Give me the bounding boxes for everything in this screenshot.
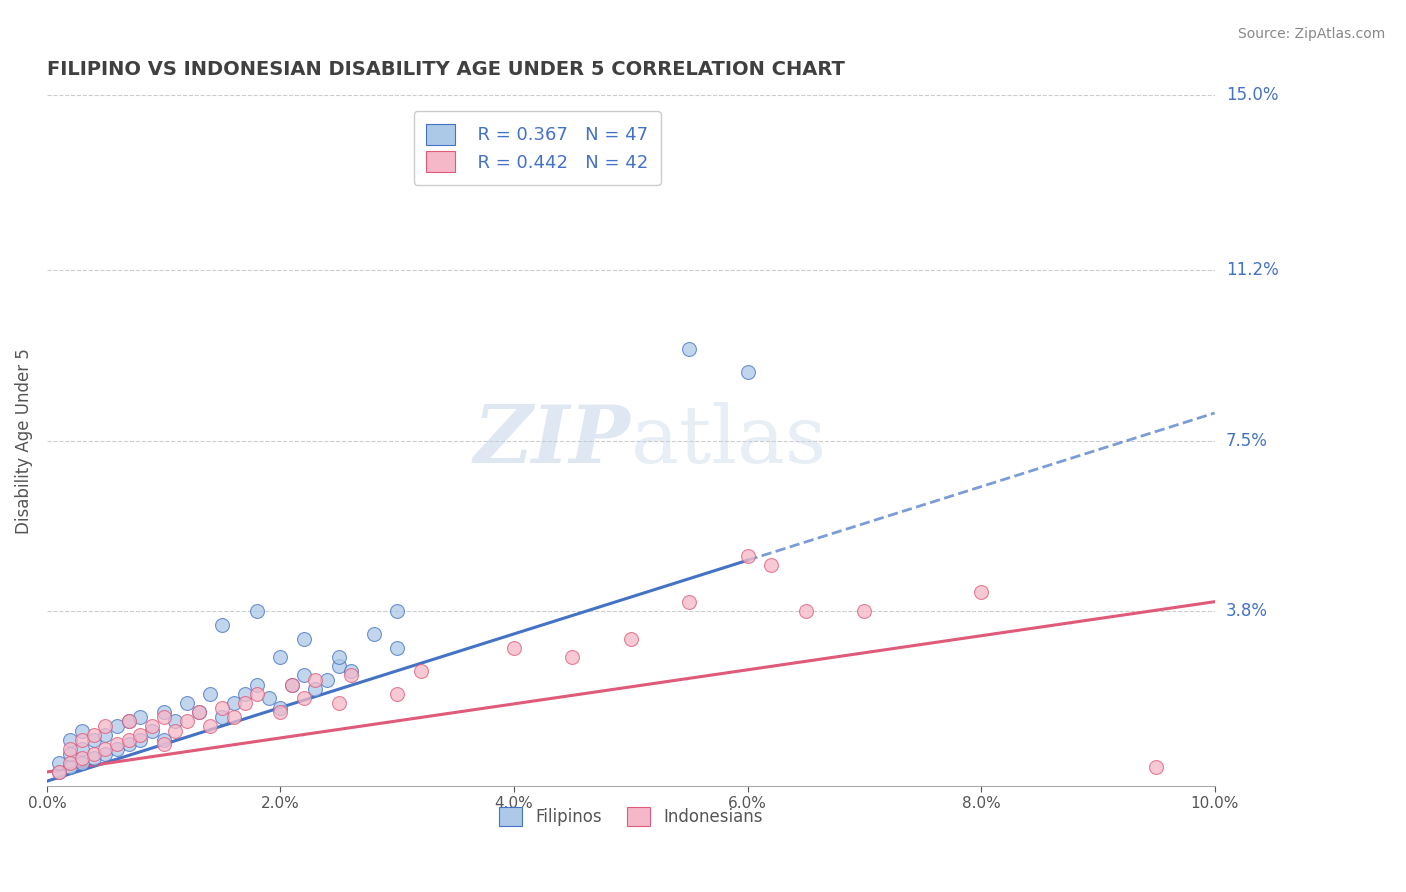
Point (200, 719, 222, 733)
Point (970, 585, 993, 599)
Point (152, 710, 174, 724)
Point (1144, 760, 1167, 774)
Point (94, 742, 117, 756)
Point (187, 705, 209, 719)
Point (48, 764, 70, 779)
Text: Source: ZipAtlas.com: Source: ZipAtlas.com (1237, 27, 1385, 41)
Point (246, 687, 269, 701)
Point (152, 705, 174, 719)
Point (853, 604, 876, 618)
Point (759, 558, 782, 572)
Point (94, 719, 117, 733)
Point (165, 714, 187, 729)
Point (59, 747, 82, 761)
Text: 7.5%: 7.5% (1226, 432, 1268, 450)
Point (794, 604, 817, 618)
Point (70, 742, 93, 756)
Point (304, 682, 326, 697)
Point (328, 649, 350, 664)
Legend: Filipinos, Indonesians: Filipinos, Indonesians (492, 800, 769, 832)
Point (328, 696, 350, 710)
Point (200, 687, 222, 701)
Point (141, 719, 163, 733)
Point (152, 737, 174, 751)
Point (316, 673, 339, 687)
Point (269, 700, 291, 714)
Point (48, 764, 70, 779)
Point (257, 691, 280, 706)
Point (678, 342, 700, 356)
Point (281, 677, 304, 691)
Point (105, 742, 128, 756)
Point (292, 668, 315, 682)
Point (165, 723, 187, 738)
Point (117, 737, 139, 751)
Point (117, 714, 139, 729)
Point (105, 737, 128, 751)
Point (176, 714, 198, 729)
Point (339, 668, 361, 682)
Point (211, 617, 233, 632)
Point (59, 760, 82, 774)
Point (292, 632, 315, 646)
Y-axis label: Disability Age Under 5: Disability Age Under 5 (15, 348, 32, 533)
Point (59, 742, 82, 756)
Point (83, 732, 105, 747)
Point (141, 723, 163, 738)
Text: 3.8%: 3.8% (1226, 602, 1268, 620)
Point (737, 365, 759, 379)
Text: 11.2%: 11.2% (1226, 261, 1278, 279)
Point (328, 659, 350, 673)
Point (187, 705, 209, 719)
Point (129, 710, 152, 724)
Point (269, 649, 291, 664)
Point (59, 756, 82, 770)
Point (211, 710, 233, 724)
Point (235, 687, 257, 701)
Text: 15.0%: 15.0% (1226, 87, 1278, 104)
Point (117, 732, 139, 747)
Point (387, 640, 409, 655)
Point (94, 747, 117, 761)
Point (70, 756, 93, 770)
Point (235, 696, 257, 710)
Text: ZIP: ZIP (474, 402, 631, 479)
Point (70, 723, 93, 738)
Text: FILIPINO VS INDONESIAN DISABILITY AGE UNDER 5 CORRELATION CHART: FILIPINO VS INDONESIAN DISABILITY AGE UN… (46, 60, 845, 78)
Point (737, 549, 759, 563)
Point (292, 691, 315, 706)
Point (246, 677, 269, 691)
Point (409, 664, 432, 678)
Point (620, 632, 643, 646)
Point (561, 649, 583, 664)
Point (117, 714, 139, 729)
Point (129, 732, 152, 747)
Point (83, 747, 105, 761)
Point (363, 627, 385, 641)
Point (246, 604, 269, 618)
Point (105, 719, 128, 733)
Point (211, 700, 233, 714)
Point (48, 756, 70, 770)
Point (176, 696, 198, 710)
Point (503, 640, 526, 655)
Point (304, 673, 326, 687)
Point (222, 710, 245, 724)
Point (129, 728, 152, 742)
Point (222, 696, 245, 710)
Point (339, 664, 361, 678)
Point (281, 677, 304, 691)
Point (59, 732, 82, 747)
Point (83, 728, 105, 742)
Point (83, 751, 105, 765)
Point (269, 705, 291, 719)
Point (70, 751, 93, 765)
Point (94, 728, 117, 742)
Point (387, 687, 409, 701)
Point (387, 604, 409, 618)
Point (70, 732, 93, 747)
Point (152, 732, 174, 747)
Point (678, 595, 700, 609)
Text: atlas: atlas (631, 401, 825, 480)
